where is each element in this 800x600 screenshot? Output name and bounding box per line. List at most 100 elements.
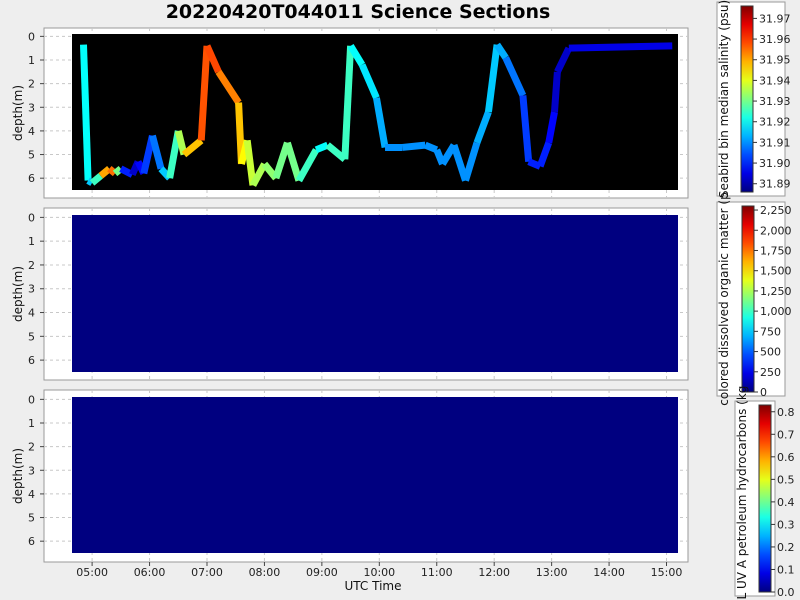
colorbar-tick-label: 31.95 [759,54,791,67]
salinity-segment [107,166,118,177]
salinity-segment [86,177,94,186]
x-tick-label: 06:00 [134,566,166,579]
salinity-segment [249,162,268,187]
colorbar-tick-label: 750 [760,325,781,338]
salinity-segment [79,44,92,181]
colorbar [758,404,772,593]
y-tick-label: 5 [28,149,35,162]
y-axis-label: depth(m) [11,266,25,322]
colorbar-tick-label: 0 [760,386,767,399]
salinity-segment [284,141,303,182]
salinity-segment [519,95,533,162]
y-tick-label: 3 [28,464,35,477]
y-tick-label: 3 [28,283,35,296]
salinity-segment [197,45,211,141]
salinity-segment [494,42,509,60]
x-tick-label: 12:00 [478,566,510,579]
colorbar-tick-label: 0.4 [777,496,795,509]
y-tick-label: 2 [28,259,35,272]
colorbar-label: colored dissolved organic matter (p [717,192,731,405]
colorbar-tick-label: 0.1 [777,563,795,576]
y-tick-label: 0 [28,393,35,406]
colorbar-tick-label: 2,000 [760,224,792,237]
colorbar-tick-label: 1,250 [760,285,792,298]
y-tick-label: 4 [28,125,35,138]
salinity-segment [98,166,112,179]
salinity-segment [181,137,204,158]
salinity-segment [372,97,389,149]
colorbar-tick-label: 31.94 [759,74,791,87]
y-tick-label: 2 [28,78,35,91]
y-tick-label: 3 [28,101,35,114]
y-tick-label: 0 [28,211,35,224]
salinity-segment [502,56,527,97]
x-tick-label: 09:00 [306,566,338,579]
salinity-segment [112,166,124,177]
x-tick-label: 07:00 [191,566,223,579]
y-tick-label: 4 [28,307,35,320]
salinity-segment [401,141,426,151]
panel-cdom: 0 1 2 3 4 5 6 depth(m) 2,250 2,000 1,750 1,500 1,250… [11,192,792,405]
salinity-segment [568,42,673,52]
chart-title: 20220420T044011 Science Sections [166,1,551,23]
salinity-segment [450,144,469,182]
salinity-segment [551,71,561,113]
colorbar-tick-label: 0.2 [777,541,795,554]
colorbar-tick-label: 31.92 [759,116,791,129]
colorbar-tick-label: 31.97 [759,12,791,25]
y-tick-label: 6 [28,354,35,367]
x-tick-label: 10:00 [363,566,395,579]
salinity-segment [462,141,481,182]
y-axis-label: depth(m) [11,85,25,141]
plot-area [72,215,678,372]
salinity-segment [243,139,257,186]
x-tick-label: 05:00 [76,566,108,579]
plot-area [72,397,678,553]
salinity-segment [149,134,165,170]
colorbar-tick-label: 2,250 [760,204,792,217]
colorbar [740,5,754,193]
salinity-segment [358,63,380,100]
colorbar-tick-label: 0.3 [777,518,795,531]
salinity-segment [174,130,188,156]
salinity-segment [347,44,366,67]
salinity-segment [295,148,320,183]
colorbar-tick-label: 1,000 [760,305,792,318]
colorbar-tick-label: 250 [760,366,781,379]
colorbar-tick-label: 31.96 [759,33,791,46]
y-tick-label: 1 [28,417,35,430]
colorbar-tick-label: 0.5 [777,473,795,486]
salinity-segment [215,69,242,105]
salinity-segment [545,111,558,144]
colorbar-tick-label: 1,500 [760,265,792,278]
colorbar-tick-label: 0.7 [777,428,795,441]
colorbar-tick-label: 31.90 [759,157,791,170]
x-tick-label: 14:00 [593,566,625,579]
x-tick-label: 15:00 [651,566,683,579]
colorbar-label: WL UV A petroleum hydrocarbons (kg [735,386,749,600]
colorbar-tick-label: 0.0 [777,586,795,599]
salinity-segment [423,141,439,154]
y-tick-label: 6 [28,172,35,185]
salinity-segment [203,44,222,74]
colorbar-tick-label: 0.6 [777,451,795,464]
salinity-segment [272,141,291,180]
y-tick-label: 1 [28,54,35,67]
colorbar-tick-label: 1,750 [760,244,792,257]
x-tick-label: 13:00 [536,566,568,579]
x-axis-label: UTC Time [345,579,402,593]
salinity-segment [314,141,329,154]
y-tick-label: 5 [28,330,35,343]
y-tick-label: 2 [28,441,35,454]
y-tick-label: 1 [28,235,35,248]
y-tick-label: 4 [28,488,35,501]
y-tick-label: 5 [28,512,35,525]
colorbar-tick-label: 31.89 [759,178,791,191]
colorbar [741,205,755,393]
salinity-segment [554,46,573,74]
colorbar-tick-label: 0.8 [777,406,795,419]
colorbar-tick-label: 31.93 [759,95,791,108]
y-axis-label: depth(m) [11,448,25,504]
x-tick-label: 11:00 [421,566,453,579]
